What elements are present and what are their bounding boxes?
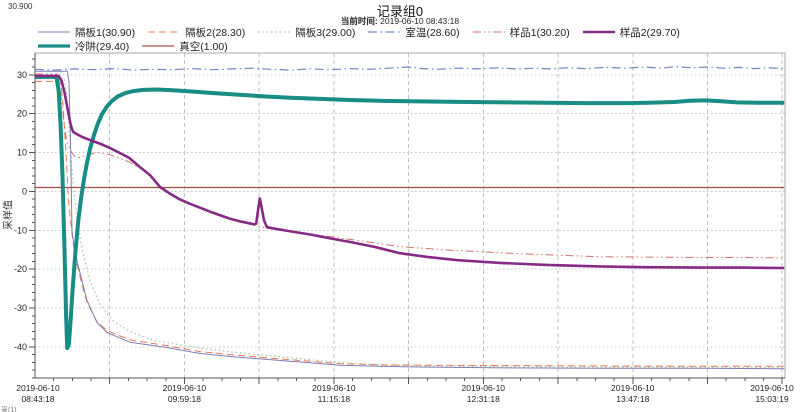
svg-text:2019-06-10: 2019-06-10	[611, 383, 655, 393]
series-lines	[35, 65, 785, 370]
legend-line-sample	[582, 30, 615, 34]
svg-text:2019-06-10: 2019-06-10	[16, 383, 60, 393]
corner-note: 采(1)	[1, 407, 17, 412]
legend-label: 隔板1(30.90)	[75, 26, 136, 39]
svg-text:12:31:18: 12:31:18	[467, 394, 500, 404]
legend-label: 冷阱(29.40)	[75, 40, 130, 53]
svg-text:2019-06-10: 2019-06-10	[462, 383, 506, 393]
chart-title: 记录组0	[376, 4, 424, 19]
series-冷阱(29.40)	[35, 74, 785, 351]
y-axis-title: 采样值	[3, 200, 15, 230]
legend-line-sample	[142, 45, 175, 47]
svg-text:0: 0	[22, 186, 27, 196]
svg-text:-30: -30	[14, 303, 27, 313]
svg-text:2019-06-10: 2019-06-10	[163, 383, 207, 393]
current-time-label: 当前时间:	[340, 16, 378, 26]
legend-label: 隔板2(28.30)	[185, 26, 246, 39]
legend-label: 隔板3(29.00)	[295, 26, 356, 39]
series-隔板2(28.30)	[35, 80, 785, 367]
legend-item: 隔板1(30.90)	[38, 25, 135, 40]
svg-text:11:15:18: 11:15:18	[318, 394, 351, 404]
legend: 隔板1(30.90) 隔板2(28.30) 隔板3(29.00) 室温(28.60) 样…	[38, 25, 680, 53]
legend-label: 样品2(29.70)	[619, 26, 680, 39]
legend-line-sample	[472, 31, 505, 33]
current-time: 当前时间: 2019-06-10 08:43:18	[0, 15, 800, 27]
series-样品1(30.20)	[35, 73, 785, 259]
x-axis-labels: 2019-06-1008:43:182019-06-1009:59:182019…	[16, 383, 794, 404]
legend-line-sample	[258, 31, 291, 33]
legend-line-sample	[368, 31, 401, 33]
legend-line-sample	[38, 31, 70, 33]
legend-label: 真空(1.00)	[179, 40, 228, 53]
svg-text:2019-06-10: 2019-06-10	[312, 383, 356, 393]
svg-text:09:59:18: 09:59:18	[168, 394, 201, 404]
legend-item: 隔板3(29.00)	[258, 25, 355, 40]
y-axis-labels: 30 20 10 0 -10 -20 -30 -40	[14, 70, 27, 352]
legend-label: 样品1(30.20)	[509, 26, 570, 39]
legend-row-1: 隔板1(30.90) 隔板2(28.30) 隔板3(29.00) 室温(28.60) 样…	[38, 25, 680, 39]
legend-item: 冷阱(29.40)	[38, 39, 129, 54]
series-隔板3(29.00)	[35, 78, 785, 369]
legend-row-2: 冷阱(29.40) 真空(1.00)	[38, 39, 680, 53]
svg-text:-20: -20	[14, 264, 27, 274]
legend-item: 真空(1.00)	[142, 39, 228, 54]
series-样品2(29.70)	[35, 74, 785, 270]
legend-item: 隔板2(28.30)	[148, 25, 245, 40]
svg-text:-40: -40	[14, 342, 27, 352]
svg-text:20: 20	[17, 109, 27, 119]
x-axis-ticks	[53, 378, 783, 384]
legend-label: 室温(28.60)	[405, 26, 460, 39]
series-室温(28.60)	[35, 65, 785, 71]
series-隔板1(30.90)	[35, 70, 785, 370]
h-gridlines	[35, 74, 785, 348]
v-gridlines	[109, 53, 783, 378]
svg-text:-10: -10	[14, 225, 27, 235]
legend-item: 室温(28.60)	[368, 25, 460, 40]
svg-text:2019-06-10: 2019-06-10	[750, 383, 794, 393]
svg-text:10: 10	[17, 148, 27, 158]
legend-item: 样品2(29.70)	[582, 25, 680, 40]
legend-line-sample	[38, 44, 70, 48]
svg-text:13:47:18: 13:47:18	[616, 394, 649, 404]
svg-text:15:03:19: 15:03:19	[755, 394, 788, 404]
cursor-value: 30.900	[8, 2, 33, 11]
svg-text:30: 30	[17, 70, 27, 80]
current-time-value: 2019-06-10 08:43:18	[380, 16, 460, 26]
legend-line-sample	[148, 31, 181, 33]
legend-item: 样品1(30.20)	[472, 25, 570, 40]
svg-text:08:43:18: 08:43:18	[21, 394, 54, 404]
y-axis-ticks	[29, 58, 35, 379]
